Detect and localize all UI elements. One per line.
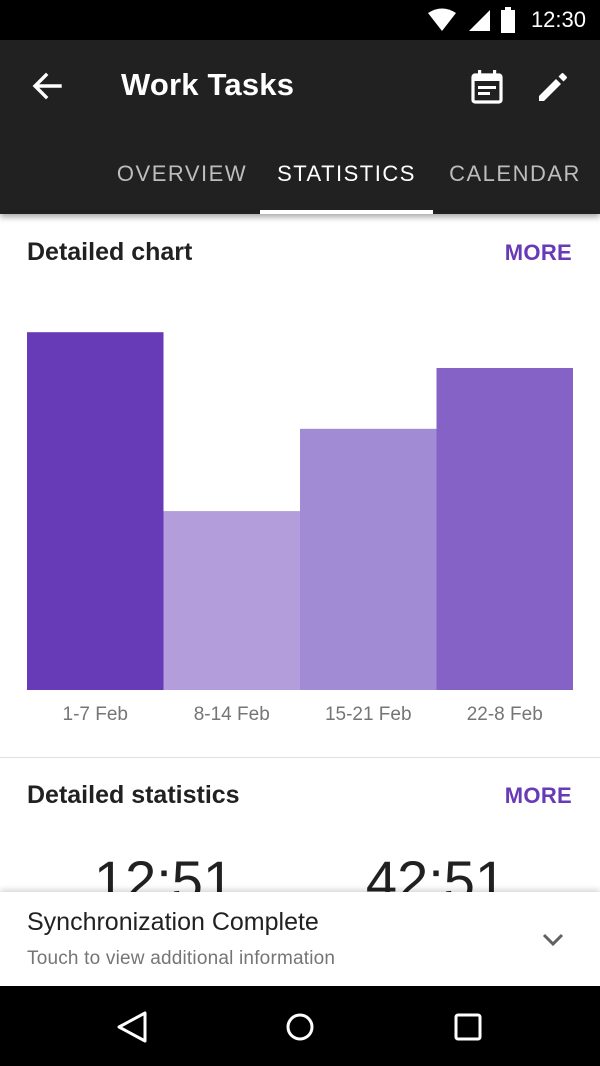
back-arrow-icon xyxy=(32,72,62,100)
sync-notification-subtitle: Touch to view additional information xyxy=(27,948,336,969)
x-label-8-14-feb: 8-14 Feb xyxy=(193,704,270,725)
calendar-button[interactable] xyxy=(468,68,506,106)
statistics-more-button[interactable]: MORE xyxy=(504,783,572,808)
x-label-22-8-feb: 22-8 Feb xyxy=(466,704,543,725)
tab-indicator xyxy=(260,210,433,214)
tab-statistics[interactable]: STATISTICS xyxy=(277,161,416,186)
back-button[interactable] xyxy=(30,69,64,103)
bar-chart xyxy=(27,300,573,690)
signal-icon xyxy=(468,10,490,31)
sync-notification[interactable]: Synchronization Complete Touch to view a… xyxy=(0,892,600,986)
tab-calendar[interactable]: CALENDAR xyxy=(449,161,581,186)
bar-1-7-feb xyxy=(27,332,164,690)
statistics-values: 12:51 42:51 xyxy=(0,848,600,892)
bar-15-21-feb xyxy=(300,428,437,690)
detailed-chart-header: Detailed chart MORE xyxy=(0,226,600,286)
edit-pencil-icon xyxy=(539,73,567,101)
section-divider xyxy=(0,757,600,758)
stat-value-right: 42:51 xyxy=(365,849,507,892)
battery-icon xyxy=(500,7,515,33)
stat-value-left: 12:51 xyxy=(93,849,235,892)
detailed-statistics-title: Detailed statistics xyxy=(27,781,240,809)
nav-recents-button[interactable] xyxy=(448,1007,488,1047)
chevron-down-icon xyxy=(542,933,564,947)
tab-overview[interactable]: OVERVIEW xyxy=(116,161,248,186)
bar-8-14-feb xyxy=(163,511,300,690)
expand-button[interactable] xyxy=(538,925,568,955)
chart-more-button[interactable]: MORE xyxy=(504,240,572,265)
tab-bar: OVERVIEW STATISTICS CALENDAR xyxy=(0,134,600,214)
detailed-statistics-header: Detailed statistics MORE xyxy=(0,769,600,829)
bar-22-8-feb xyxy=(436,367,573,690)
chart-x-labels: 1-7 Feb 8-14 Feb 15-21 Feb 22-8 Feb xyxy=(27,704,573,734)
nav-home-icon xyxy=(286,1013,314,1041)
page-title: Work Tasks xyxy=(121,67,295,102)
wifi-icon xyxy=(427,8,456,31)
x-label-1-7-feb: 1-7 Feb xyxy=(62,704,128,725)
status-icons: 12:30 xyxy=(427,7,586,33)
x-label-15-21-feb: 15-21 Feb xyxy=(324,704,412,725)
navigation-bar xyxy=(0,986,600,1066)
nav-home-button[interactable] xyxy=(280,1007,320,1047)
nav-back-button[interactable] xyxy=(112,1007,152,1047)
toolbar: Work Tasks xyxy=(0,40,600,134)
nav-back-icon xyxy=(117,1011,147,1043)
calendar-icon xyxy=(471,70,503,104)
status-bar: 12:30 xyxy=(0,0,600,40)
status-time: 12:30 xyxy=(530,7,586,32)
edit-button[interactable] xyxy=(534,68,572,106)
sync-notification-title: Synchronization Complete xyxy=(27,908,319,936)
nav-recents-icon xyxy=(454,1013,482,1041)
app-bar: Work Tasks OVERVIEW STATISTICS CALENDAR xyxy=(0,40,600,214)
detailed-chart-title: Detailed chart xyxy=(27,238,193,266)
